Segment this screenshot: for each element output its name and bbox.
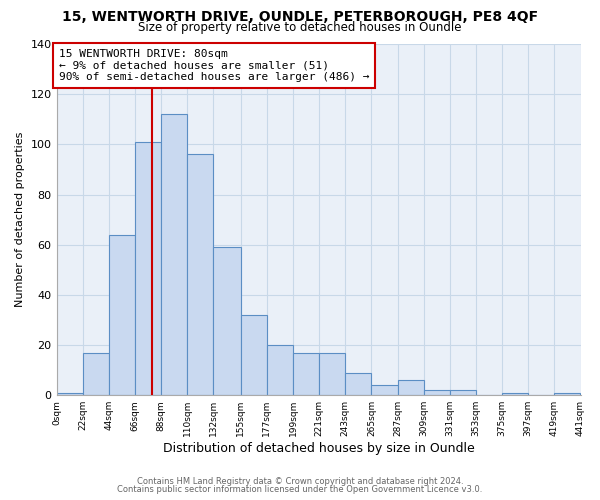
Text: Contains public sector information licensed under the Open Government Licence v3: Contains public sector information licen…: [118, 485, 482, 494]
Bar: [214, 247, 241, 395]
Bar: [293, 352, 319, 395]
Y-axis label: Number of detached properties: Number of detached properties: [15, 132, 25, 308]
Bar: [345, 372, 371, 395]
Bar: [450, 390, 476, 395]
Text: Contains HM Land Registry data © Crown copyright and database right 2024.: Contains HM Land Registry data © Crown c…: [137, 477, 463, 486]
Text: 15, WENTWORTH DRIVE, OUNDLE, PETERBOROUGH, PE8 4QF: 15, WENTWORTH DRIVE, OUNDLE, PETERBOROUG…: [62, 10, 538, 24]
Bar: [187, 154, 214, 395]
Bar: [109, 234, 135, 395]
Bar: [56, 392, 83, 395]
Bar: [319, 352, 345, 395]
Bar: [424, 390, 450, 395]
Text: 15 WENTWORTH DRIVE: 80sqm
← 9% of detached houses are smaller (51)
90% of semi-d: 15 WENTWORTH DRIVE: 80sqm ← 9% of detach…: [59, 49, 370, 82]
Bar: [502, 392, 528, 395]
Bar: [554, 392, 580, 395]
Bar: [398, 380, 424, 395]
Bar: [83, 352, 109, 395]
Bar: [241, 315, 267, 395]
Text: Size of property relative to detached houses in Oundle: Size of property relative to detached ho…: [138, 21, 462, 34]
Bar: [135, 142, 161, 395]
Bar: [161, 114, 187, 395]
Bar: [267, 345, 293, 395]
X-axis label: Distribution of detached houses by size in Oundle: Distribution of detached houses by size …: [163, 442, 475, 455]
Bar: [371, 385, 398, 395]
